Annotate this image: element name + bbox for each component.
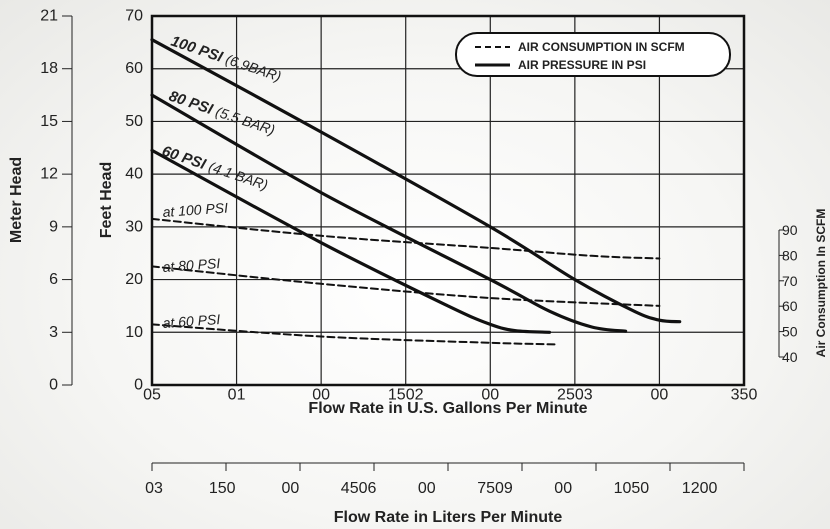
scfm-tick-label: 40: [782, 349, 798, 365]
liters-tick-label: 00: [554, 480, 572, 497]
x-tick-label: 01: [228, 386, 246, 403]
feet-tick-label: 70: [125, 8, 143, 25]
legend-box: [455, 32, 731, 77]
x-tick-label: 00: [312, 386, 330, 403]
liters-tick-label: 1050: [614, 480, 650, 497]
feet-head-axis-title: Feet Head: [98, 162, 115, 238]
scfm-tick-label: 70: [782, 273, 798, 289]
liters-tick-label: 4506: [341, 480, 377, 497]
liters-tick-label: 7509: [477, 480, 513, 497]
liters-tick-label: 03: [145, 480, 163, 497]
air-pressure-curve: [150, 38, 682, 324]
x-axis-title: Flow Rate in U.S. Gallons Per Minute: [308, 400, 587, 417]
feet-tick-label: 50: [125, 113, 143, 130]
air-consumption-curve: [151, 265, 661, 307]
meter-tick-label: 12: [40, 166, 58, 183]
air-consumption-curve: [151, 217, 661, 260]
air-consumption-curve: [151, 323, 559, 346]
liters-tick-label: 00: [282, 480, 300, 497]
scfm-axis-title: Air Consumption In SCFM: [814, 209, 828, 358]
liters-tick-label: 150: [209, 480, 236, 497]
legend-label-air-pressure: AIR PRESSURE IN PSI: [518, 58, 646, 72]
feet-tick-label: 10: [125, 324, 143, 341]
plot-frame: [150, 14, 746, 387]
feet-tick-label: 60: [125, 60, 143, 77]
feet-tick-label: 0: [134, 377, 143, 394]
x-tick-label: 350: [731, 386, 758, 403]
x-tick-label: 1502: [388, 386, 424, 403]
series-curves: [150, 38, 682, 346]
meter-tick-label: 21: [40, 8, 58, 25]
x-tick-label: 2503: [557, 386, 593, 403]
meter-tick-label: 9: [49, 218, 58, 235]
x-tick-label: 00: [481, 386, 499, 403]
meter-tick-label: 15: [40, 113, 58, 130]
meter-tick-label: 3: [49, 324, 58, 341]
air-consumption-curve-label: at 60 PSI: [162, 311, 221, 331]
x2-axis-title: Flow Rate in Liters Per Minute: [334, 509, 563, 526]
scfm-tick-label: 60: [782, 298, 798, 314]
meter-tick-label: 0: [49, 377, 58, 394]
air-pressure-curve: [150, 93, 628, 333]
liters-tick-label: 1200: [682, 480, 718, 497]
legend: AIR CONSUMPTION IN SCFM AIR PRESSURE IN …: [455, 32, 731, 77]
feet-tick-label: 40: [125, 166, 143, 183]
meter-head-axis-title: Meter Head: [8, 157, 25, 243]
scfm-tick-label: 90: [782, 222, 798, 238]
axes: 05 01 00 1502 00 2503 00 3500102030405060700369…: [40, 8, 798, 498]
x-tick-label: 00: [651, 386, 669, 403]
feet-tick-label: 20: [125, 271, 143, 288]
x-tick-label: 05: [143, 386, 161, 403]
air-consumption-curve-label: at 100 PSI: [162, 199, 228, 220]
air-pressure-curve: [150, 148, 552, 334]
meter-tick-label: 6: [49, 271, 58, 288]
feet-tick-label: 30: [125, 218, 143, 235]
meter-tick-label: 18: [40, 60, 58, 77]
legend-label-air-consumption: AIR CONSUMPTION IN SCFM: [518, 40, 685, 54]
liters-tick-label: 00: [418, 480, 436, 497]
scfm-tick-label: 80: [782, 247, 798, 263]
scfm-tick-label: 50: [782, 324, 798, 340]
air-consumption-curve-label: at 80 PSI: [162, 255, 221, 275]
